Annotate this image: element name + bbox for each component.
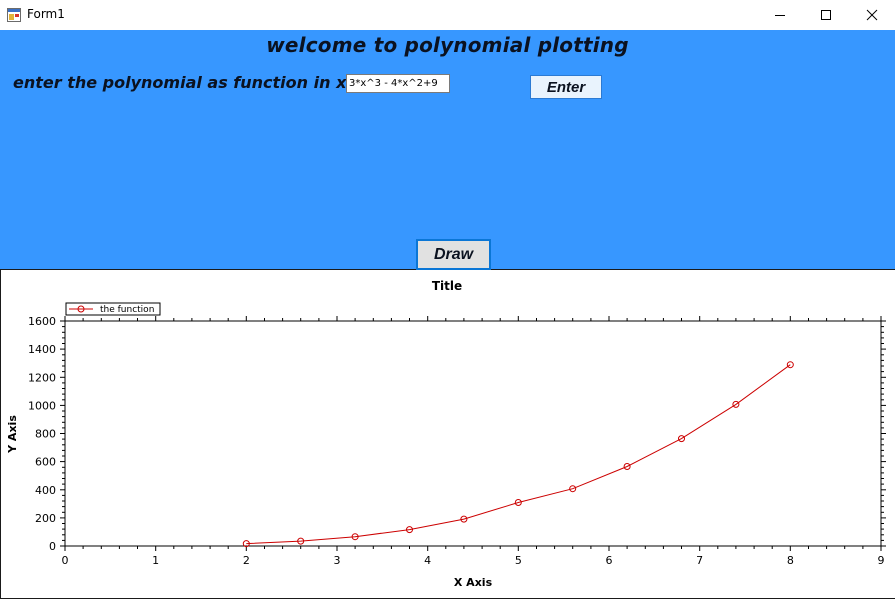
x-tick-label: 9 <box>878 554 885 567</box>
plot-area: 0 1 2 3 4 5 6 7 8 9 0 200 400 600 800 1000 1200 1400 1600 <box>28 315 886 567</box>
legend-label: the function <box>100 305 154 315</box>
y-tick-label: 800 <box>35 428 56 441</box>
minimize-icon <box>774 9 786 21</box>
x-tick-label: 8 <box>787 554 794 567</box>
chart-area: Title the function 0 1 2 3 4 5 6 7 8 9 0 200 400 600 8… <box>0 269 895 599</box>
winforms-app-icon <box>7 7 21 22</box>
input-panel: welcome to polynomial plotting enter the… <box>0 30 895 269</box>
y-tick-label: 1400 <box>28 343 56 356</box>
close-icon <box>866 9 878 21</box>
legend-marker-swatch <box>77 305 85 313</box>
data-point <box>351 533 359 541</box>
x-tick-label: 3 <box>334 554 341 567</box>
x-tick-label: 7 <box>696 554 703 567</box>
x-tick-label: 5 <box>515 554 522 567</box>
maximize-button[interactable] <box>803 0 849 30</box>
data-point <box>297 537 305 545</box>
data-point <box>732 400 740 408</box>
y-tick-label: 0 <box>49 540 56 553</box>
x-tick-label: 2 <box>243 554 250 567</box>
maximize-icon <box>820 9 832 21</box>
data-point <box>786 361 794 369</box>
x-tick-label: 4 <box>424 554 431 567</box>
page-heading: welcome to polynomial plotting <box>266 33 629 57</box>
data-point <box>406 526 413 534</box>
chart-legend: the function <box>65 302 161 316</box>
polynomial-prompt-label: enter the polynomial as function in x <box>13 73 347 92</box>
y-tick-label: 200 <box>35 512 56 525</box>
x-tick-label: 1 <box>152 554 159 567</box>
legend-box <box>65 302 161 316</box>
y-tick-label: 400 <box>35 484 56 497</box>
data-point <box>569 485 577 493</box>
data-point <box>460 515 468 523</box>
polynomial-chart: Title the function 0 1 2 3 4 5 6 7 8 9 0 200 400 600 8… <box>6 279 886 589</box>
window-title: Form1 <box>27 7 65 21</box>
x-axis-label: X Axis <box>454 576 493 589</box>
y-tick-label: 1000 <box>28 399 56 412</box>
plot-frame <box>64 320 882 547</box>
y-axis-label: Y Axis <box>6 415 19 454</box>
data-point <box>514 499 522 506</box>
y-tick-label: 600 <box>35 456 56 469</box>
x-tick-label: 0 <box>62 554 69 567</box>
y-tick-label: 1200 <box>28 371 56 384</box>
series-line <box>246 364 791 545</box>
data-point <box>678 435 685 443</box>
data-point <box>242 540 250 548</box>
chart-title: Title <box>432 279 462 293</box>
minimize-button[interactable] <box>757 0 803 30</box>
draw-button[interactable]: Draw <box>416 239 491 270</box>
x-tick-label: 6 <box>606 554 613 567</box>
enter-button[interactable]: Enter <box>530 75 602 99</box>
y-tick-label: 1600 <box>28 315 56 328</box>
close-button[interactable] <box>849 0 895 30</box>
window-title-bar[interactable]: Form1 <box>0 0 895 30</box>
polynomial-input[interactable] <box>346 74 450 93</box>
data-point <box>623 463 631 470</box>
